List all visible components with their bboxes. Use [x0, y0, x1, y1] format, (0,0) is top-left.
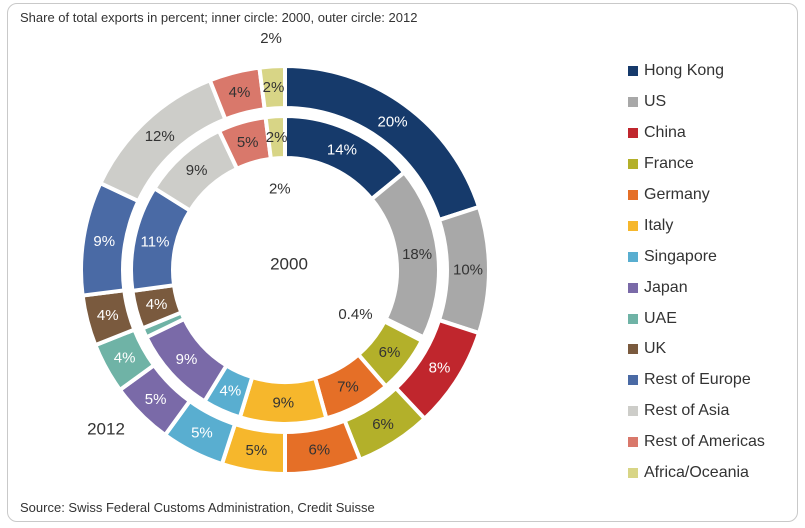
legend-label: UAE [644, 309, 677, 327]
chart-legend: Hong Kong US China France Germany Italy Singap… [628, 56, 765, 488]
slice-label: 4% [146, 296, 168, 313]
legend-swatch [628, 220, 638, 231]
legend-label: Singapore [644, 247, 717, 265]
legend-swatch [628, 282, 638, 293]
slice-label: 4% [97, 307, 119, 324]
legend-label: Rest of Americas [644, 433, 765, 451]
slice-label: 2% [266, 129, 288, 146]
legend-swatch [628, 375, 638, 386]
slice-label: 9% [176, 351, 198, 368]
slice-label: 10% [453, 262, 483, 279]
slice-label: 9% [186, 162, 208, 179]
slice-label: 5% [237, 134, 259, 151]
slice-label: 20% [378, 113, 408, 130]
legend-swatch [628, 468, 638, 479]
slice-label: 8% [429, 360, 451, 377]
legend-label: France [644, 155, 694, 173]
slice-label: 14% [327, 141, 357, 158]
legend-swatch [628, 159, 638, 170]
slice-label: 2% [263, 79, 285, 96]
legend-item: Germany [628, 180, 765, 211]
legend-label: Rest of Asia [644, 402, 730, 420]
slice-label: 9% [93, 233, 115, 250]
legend-item: Italy [628, 210, 765, 241]
slice-label: 9% [272, 394, 294, 411]
legend-label: China [644, 124, 686, 142]
slice-label: 4% [229, 84, 251, 101]
slice-label: 4% [114, 350, 136, 367]
legend-item: UK [628, 334, 765, 365]
legend-swatch [628, 66, 638, 77]
legend-item: Africa/Oceania [628, 458, 765, 489]
legend-label: Africa/Oceania [644, 464, 749, 482]
legend-swatch [628, 251, 638, 262]
legend-item: France [628, 149, 765, 180]
slice-2000-africa-oceania [263, 113, 287, 162]
legend-label: Italy [644, 216, 674, 234]
legend-swatch [628, 406, 638, 417]
slice-label: 4% [219, 383, 241, 400]
slice-label: 6% [308, 441, 330, 458]
legend-item: Japan [628, 272, 765, 303]
legend-swatch [628, 313, 638, 324]
legend-label: Germany [644, 186, 710, 203]
legend-item: Hong Kong [628, 56, 765, 87]
slice-label: 5% [191, 425, 213, 442]
legend-item: Singapore [628, 241, 765, 272]
legend-item: China [628, 118, 765, 149]
slice-label: 18% [402, 246, 432, 263]
slice-label: 0.4% [338, 306, 372, 323]
legend-label: Japan [644, 278, 688, 296]
legend-swatch [628, 97, 638, 108]
center-year-label: 2000 [270, 255, 308, 274]
legend-label: US [644, 93, 667, 111]
chart-subtitle: Share of total exports in percent; inner… [20, 10, 418, 25]
legend-item: US [628, 87, 765, 118]
source-note: Source: Swiss Federal Customs Administra… [20, 500, 375, 515]
inner-extra-label: 2% [269, 181, 291, 198]
outer-extra-label: 2% [260, 30, 282, 47]
slice-label: 6% [372, 416, 394, 433]
slice-label: 6% [379, 344, 401, 361]
legend-swatch [628, 190, 638, 200]
legend-label: Rest of Europe [644, 371, 751, 389]
legend-swatch [628, 128, 638, 139]
legend-item: Rest of Asia [628, 396, 765, 427]
legend-item: Rest of Americas [628, 427, 765, 458]
slice-label: 7% [337, 379, 359, 396]
slice-label: 12% [145, 128, 175, 145]
legend-label: UK [644, 340, 667, 358]
slice-2012-africa-oceania [257, 63, 287, 112]
legend-label: Hong Kong [644, 62, 725, 80]
legend-swatch [628, 344, 638, 355]
legend-item: UAE [628, 303, 765, 334]
slice-label: 11% [141, 234, 170, 251]
slice-label: 5% [246, 442, 268, 459]
outer-year-label: 2012 [87, 420, 125, 439]
legend-item: Rest of Europe [628, 365, 765, 396]
slice-label: 5% [145, 391, 167, 408]
legend-swatch [628, 437, 638, 448]
